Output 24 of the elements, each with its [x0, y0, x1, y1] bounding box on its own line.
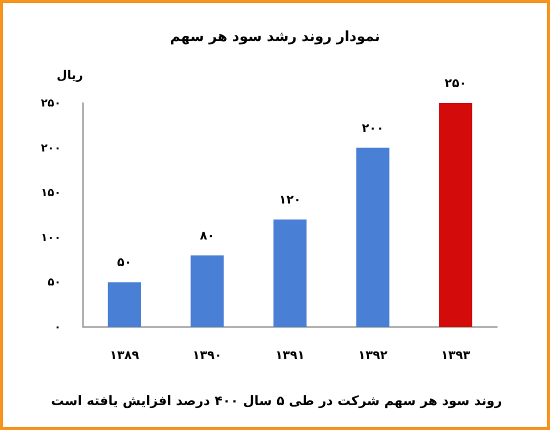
y-tick-label: ۱۰۰: [40, 230, 61, 244]
data-label: ۲۵۰: [444, 76, 467, 90]
data-label: ۲۰۰: [362, 120, 384, 135]
data-label: ۸۰: [200, 228, 215, 242]
y-tick-label: ۱۵۰: [40, 186, 61, 200]
bar: [356, 148, 390, 327]
y-tick-label: ۲۵۰: [40, 96, 61, 110]
y-tick-label: ۰: [54, 320, 61, 334]
data-label: ۵۰: [117, 255, 132, 270]
x-tick-label: ۱۳۹۱: [275, 348, 305, 362]
bar: [108, 282, 141, 327]
bar: [439, 103, 472, 327]
y-tick-label: ۲۰۰: [40, 141, 61, 154]
x-tick-label: ۱۳۹۳: [440, 348, 471, 362]
chart-title: نمودار روند رشد سود هر سهم: [170, 29, 380, 45]
y-axis-title: ریال: [56, 68, 84, 82]
x-tick-label: ۱۳۹۰: [192, 348, 222, 362]
x-tick-label: ۱۳۸۹: [110, 348, 140, 362]
bar: [273, 219, 307, 327]
text: روند سود هر سهم شرکت در طی ۵ سال ۴۰۰ درصد افزایش یافته است: [51, 394, 502, 409]
y-tick-label: ۵۰: [48, 276, 61, 289]
data-label: ۱۲۰: [279, 192, 301, 206]
bar: [190, 255, 224, 327]
x-tick-label: ۱۳۹۲: [358, 348, 388, 362]
